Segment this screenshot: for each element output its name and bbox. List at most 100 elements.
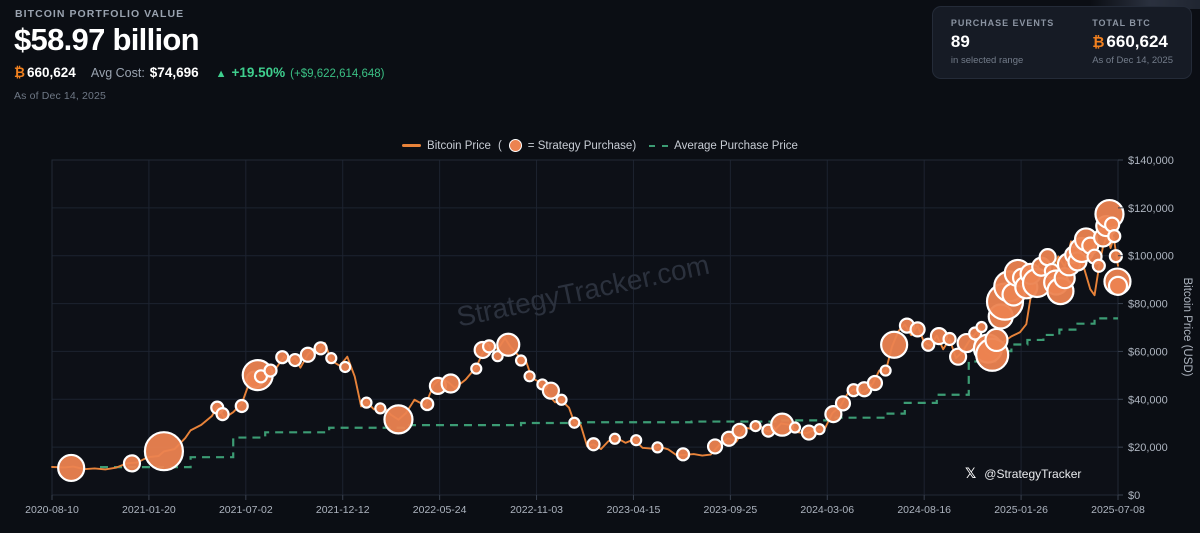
purchase-bubble[interactable] <box>555 393 568 406</box>
purchase-bubble[interactable] <box>948 347 968 366</box>
purchase-bubble[interactable] <box>57 453 86 483</box>
purchase-bubble[interactable] <box>374 402 387 415</box>
purchase-bubble[interactable] <box>241 359 274 392</box>
purchase-bubble[interactable] <box>1053 267 1076 290</box>
purchase-bubble[interactable] <box>210 400 225 415</box>
purchase-bubble[interactable] <box>481 339 497 354</box>
purchase-bubble[interactable] <box>880 330 909 359</box>
purchase-bubble[interactable] <box>1031 256 1052 277</box>
legend-item-average[interactable]: Average Purchase Price <box>649 140 798 152</box>
purchase-bubble[interactable] <box>473 340 492 360</box>
purchase-bubble[interactable] <box>1086 248 1103 265</box>
purchase-bubble[interactable] <box>568 416 581 429</box>
purchase-bubble[interactable] <box>1104 216 1121 233</box>
purchase-bubble[interactable] <box>706 438 724 455</box>
purchase-bubble[interactable] <box>245 370 264 389</box>
purchase-bubble[interactable] <box>143 431 185 472</box>
purchase-bubble[interactable] <box>1021 267 1053 299</box>
purchase-bubble[interactable] <box>1107 275 1129 296</box>
purchase-bubble[interactable] <box>972 333 1004 364</box>
purchase-bubble[interactable] <box>1064 245 1083 264</box>
purchase-bubble[interactable] <box>1094 198 1125 230</box>
purchase-bubble[interactable] <box>383 404 414 435</box>
purchase-bubble[interactable] <box>1003 258 1032 288</box>
purchase-bubble[interactable] <box>1103 267 1132 296</box>
purchase-bubble[interactable] <box>898 317 916 334</box>
purchase-bubble[interactable] <box>514 354 528 367</box>
purchase-bubble[interactable] <box>1108 249 1123 264</box>
purchase-bubble[interactable] <box>1068 236 1095 264</box>
purchase-bubble[interactable] <box>253 369 269 384</box>
purchase-bubble[interactable] <box>440 373 461 394</box>
purchase-bubble[interactable] <box>496 332 521 357</box>
purchase-bubble[interactable] <box>122 454 142 473</box>
purchase-bubble[interactable] <box>1011 267 1033 288</box>
purchase-bubble[interactable] <box>879 364 892 377</box>
purchase-bubble[interactable] <box>968 326 983 341</box>
purchase-bubble[interactable] <box>813 423 826 436</box>
purchase-bubble[interactable] <box>608 432 621 445</box>
purchase-bubble[interactable] <box>788 421 802 434</box>
purchase-bubble[interactable] <box>234 398 249 414</box>
purchase-bubble[interactable] <box>929 327 949 346</box>
purchase-bubble[interactable] <box>675 447 691 462</box>
purchase-bubble[interactable] <box>275 350 290 365</box>
purchase-bubble[interactable] <box>536 378 549 391</box>
purchase-bubble[interactable] <box>720 430 738 447</box>
purchase-bubble[interactable] <box>1095 214 1118 238</box>
legend-item-purchase[interactable]: = Strategy Purchase) <box>508 139 636 152</box>
purchase-bubble[interactable] <box>761 423 776 438</box>
purchase-bubble[interactable] <box>770 412 795 437</box>
purchase-bubble[interactable] <box>985 282 1025 321</box>
purchase-bubble[interactable] <box>263 363 278 378</box>
purchase-bubble[interactable] <box>824 405 843 424</box>
purchase-bubble[interactable] <box>630 434 643 447</box>
purchase-bubble[interactable] <box>523 370 536 383</box>
purchase-bubble[interactable] <box>491 350 504 363</box>
purchase-bubble[interactable] <box>975 337 1010 372</box>
purchase-bubble[interactable] <box>1043 262 1061 280</box>
purchase-bubble[interactable] <box>731 422 748 439</box>
purchase-bubble[interactable] <box>856 381 873 398</box>
purchase-bubble[interactable] <box>987 303 1014 330</box>
purchase-bubble[interactable] <box>975 320 988 334</box>
purchase-bubble[interactable] <box>1067 251 1088 272</box>
purchase-bubble[interactable] <box>942 331 957 347</box>
purchase-bubble[interactable] <box>984 327 1009 353</box>
purchase-bubble[interactable] <box>215 407 230 422</box>
purchase-bubble[interactable] <box>651 441 664 454</box>
purchase-bubble[interactable] <box>420 396 435 412</box>
purchase-bubble[interactable] <box>1056 252 1082 277</box>
purchase-bubble[interactable] <box>1046 277 1075 306</box>
purchase-bubble[interactable] <box>339 360 352 374</box>
purchase-bubble[interactable] <box>993 270 1026 303</box>
purchase-bubble[interactable] <box>846 383 861 398</box>
purchase-bubble[interactable] <box>1081 236 1100 255</box>
purchase-bubble[interactable] <box>1091 258 1106 273</box>
purchase-bubble[interactable] <box>1001 282 1026 307</box>
purchase-bubble[interactable] <box>287 352 303 368</box>
purchase-bubble[interactable] <box>1043 269 1070 296</box>
purchase-bubble[interactable] <box>299 346 316 363</box>
purchase-bubble[interactable] <box>1107 228 1122 244</box>
purchase-bubble[interactable] <box>834 395 852 412</box>
purchase-bubble[interactable] <box>1073 227 1099 252</box>
legend-item-price[interactable]: Bitcoin Price <box>402 140 491 152</box>
purchase-bubble[interactable] <box>470 362 483 375</box>
purchase-bubble[interactable] <box>325 352 338 365</box>
purchase-bubble[interactable] <box>360 396 373 409</box>
purchase-bubble[interactable] <box>1019 262 1042 285</box>
purchase-bubble[interactable] <box>586 437 601 452</box>
social-handle[interactable]: 𝕏 @StrategyTracker <box>965 466 1081 482</box>
purchase-bubble[interactable] <box>1092 227 1114 248</box>
purchase-bubble[interactable] <box>749 419 762 433</box>
purchase-bubble[interactable] <box>956 332 977 354</box>
purchase-bubble[interactable] <box>800 424 817 441</box>
purchase-bubble[interactable] <box>541 381 560 400</box>
purchase-bubble[interactable] <box>909 321 926 338</box>
purchase-bubble[interactable] <box>313 341 328 356</box>
purchase-bubble[interactable] <box>428 376 447 395</box>
purchase-bubble[interactable] <box>1014 275 1039 300</box>
purchase-bubble[interactable] <box>1038 248 1057 267</box>
purchase-bubble[interactable] <box>866 374 884 392</box>
